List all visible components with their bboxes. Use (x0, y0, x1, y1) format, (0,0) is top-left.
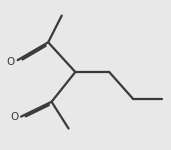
Text: O: O (10, 112, 18, 122)
Text: O: O (7, 57, 15, 67)
